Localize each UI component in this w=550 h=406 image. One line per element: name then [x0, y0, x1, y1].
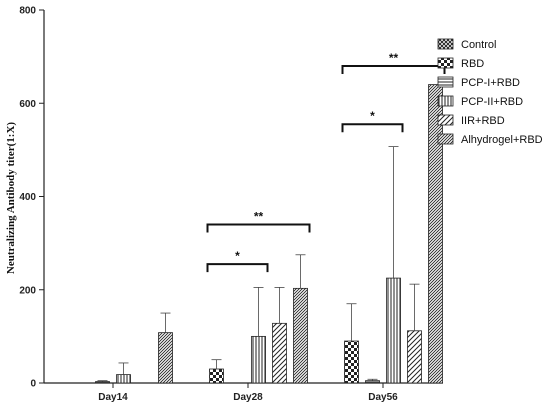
bar [116, 374, 131, 384]
legend-label: PCP-I+RBD [461, 77, 520, 89]
legend-label: Alhydrogel+RBD [461, 134, 543, 146]
bar [158, 332, 173, 384]
y-tick-label: 0 [30, 379, 36, 390]
significance-label: ** [254, 209, 264, 223]
bar [209, 368, 224, 384]
x-tick-label: Day28 [233, 392, 263, 403]
significance-label: * [370, 109, 375, 123]
significance-bracket [206, 263, 269, 273]
legend-label: PCP-II+RBD [461, 96, 523, 108]
bar [386, 277, 401, 384]
bar [407, 330, 422, 384]
legend-label: IIR+RBD [461, 115, 505, 127]
legend-label: RBD [461, 58, 484, 70]
bars-group [95, 84, 443, 384]
x-tick-label: Day14 [98, 392, 128, 403]
bar [293, 287, 308, 384]
bar [272, 322, 287, 384]
significance-bracket [341, 64, 446, 74]
legend-swatch [437, 114, 454, 126]
y-tick-label: 800 [19, 6, 36, 17]
bar [95, 381, 110, 384]
legend-swatch [437, 95, 454, 107]
legend-swatch [437, 38, 454, 50]
legend-swatch [437, 76, 454, 88]
y-tick-label: 600 [19, 99, 36, 110]
bar [428, 84, 443, 384]
bar [344, 340, 359, 384]
legend-swatch [437, 133, 454, 145]
y-tick-label: 400 [19, 192, 36, 203]
y-tick-label: 200 [19, 285, 36, 296]
legend: Control RBD PCP-I+RBD PCP-II+RBD IIR+RBD Alhy… [437, 38, 543, 146]
significance-bracket [341, 123, 404, 133]
significance-label: ** [389, 51, 399, 65]
bar [365, 380, 380, 384]
significance-annotations: ****** [206, 51, 446, 273]
significance-bracket [206, 223, 311, 233]
bar [251, 335, 266, 384]
significance-label: * [235, 249, 240, 263]
legend-swatch [437, 57, 454, 69]
x-tick-label: Day56 [368, 392, 398, 403]
y-axis-title: Neutralizing Antibody titer(1:X) [5, 122, 17, 274]
legend-label: Control [461, 39, 496, 51]
